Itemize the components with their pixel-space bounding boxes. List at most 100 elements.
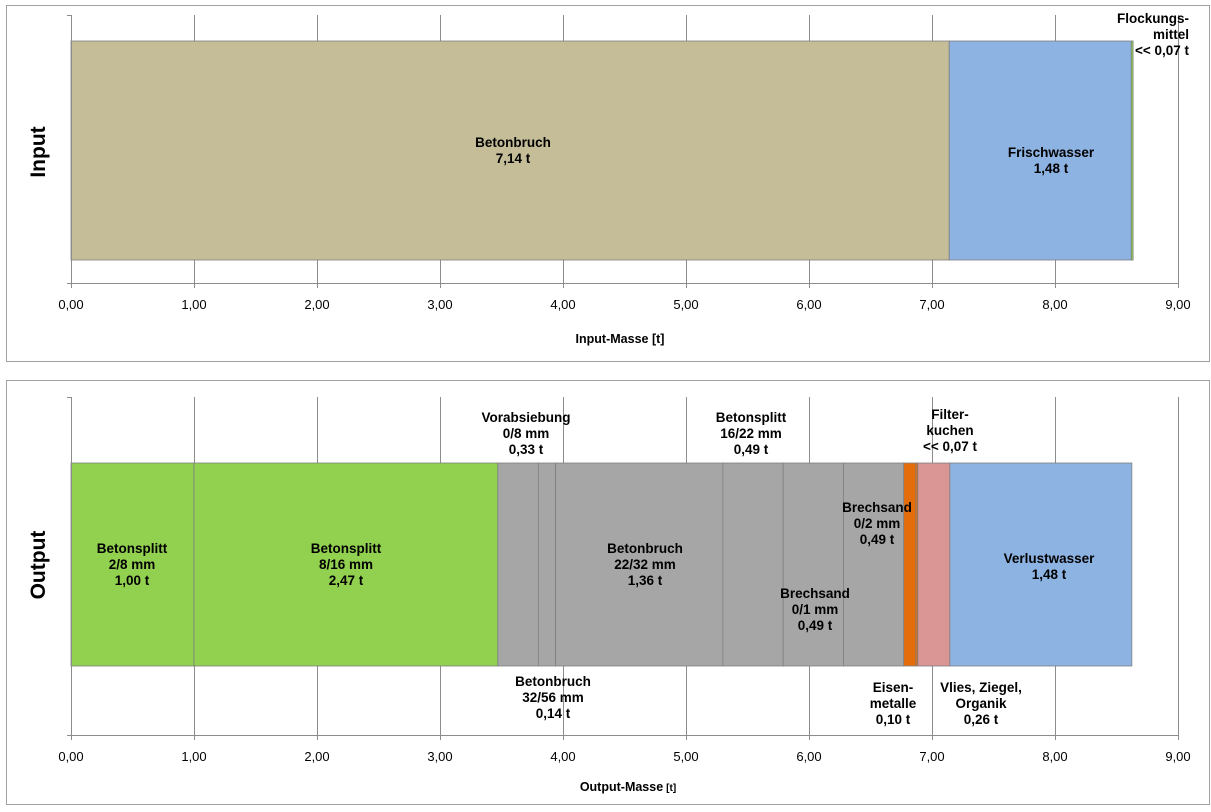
segment-label-line: 0,26 t: [964, 712, 999, 727]
segment-label: Vlies, Ziegel, Organik 0,26 t: [940, 680, 1022, 727]
x-tick-label: 6,00: [796, 749, 821, 764]
input-row-label: Input: [27, 126, 50, 177]
segment-label-line: kuchen: [926, 423, 973, 438]
x-tick-label: 1,00: [181, 749, 206, 764]
segment-label-line: 0/8 mm: [503, 426, 550, 441]
segment-label-line: Organik: [955, 696, 1007, 711]
x-tick-label: 0,00: [58, 297, 83, 312]
bar-segment-betonsplitt-8-16-mm: [193, 462, 499, 667]
segment-label-line: 0/1 mm: [792, 602, 839, 617]
segment-label-line: 1,48 t: [1032, 567, 1067, 582]
segment-label-line: Filter-: [931, 407, 969, 422]
bar-segment-flockungsmittel: [1130, 40, 1134, 261]
segment-label: Flockungs-mittel << 0,07 t: [1117, 11, 1190, 58]
output-xaxis-title: Output-Masse [t]: [580, 780, 676, 794]
segment-label-line: Frischwasser: [1008, 145, 1095, 160]
bar-segment-betonbruch-22-32-mm: [555, 462, 724, 667]
segment-label-line: 8/16 mm: [319, 557, 373, 572]
bar-segment-betonsplitt-2-8-mm: [70, 462, 195, 667]
output-xaxis-title-main: Output-Masse: [580, 780, 663, 794]
input-bars: [70, 40, 1134, 261]
segment-label-line: Betonsplitt: [311, 541, 382, 556]
segment-label-line: 1,00 t: [115, 573, 150, 588]
segment-label-line: 0,33 t: [509, 442, 544, 457]
segment-label-line: Betonbruch: [475, 135, 551, 150]
segment-label-line: << 0,07 t: [1135, 43, 1190, 58]
segment-label-line: Betonbruch: [607, 541, 683, 556]
x-tick-label: 1,00: [181, 297, 206, 312]
x-tick-label: 4,00: [550, 749, 575, 764]
x-tick-label: 2,00: [304, 749, 329, 764]
segment-label-line: 1,48 t: [1034, 161, 1069, 176]
output-row-label: Output: [27, 531, 50, 600]
input-xaxis-title: Input-Masse [t]: [576, 332, 665, 346]
segment-label: Eisen-metalle 0,10 t: [870, 680, 917, 727]
segment-label-line: Betonbruch: [515, 674, 591, 689]
segment-label-line: 0,14 t: [536, 706, 571, 721]
x-tick-label: 9,00: [1165, 297, 1190, 312]
segment-label-line: 0/2 mm: [854, 516, 901, 531]
segment-label: Betonsplitt 8/16 mm 2,47 t: [311, 541, 382, 588]
segment-label-line: 0,49 t: [860, 532, 895, 547]
segment-label-line: Betonsplitt: [716, 410, 787, 425]
segment-label-line: 0,49 t: [734, 442, 769, 457]
x-tick-label: 8,00: [1042, 749, 1067, 764]
segment-label-line: mittel: [1153, 27, 1189, 42]
input-axis: 0,00 1,00 2,00 3,00 4,00 5,00 6,00 7,00 8,00 9,00: [58, 15, 1191, 312]
segment-label: Frischwasser 1,48 t: [1008, 145, 1095, 176]
bar-segment-frischwasser: [948, 40, 1132, 261]
segment-label: Verlustwasser 1,48 t: [1004, 551, 1096, 582]
segment-label-line: << 0,07 t: [923, 439, 978, 454]
segment-label: Brechsand 0/2 mm 0,49 t: [842, 500, 912, 547]
bar-segment-betonsplitt-16-22-mm: [722, 462, 784, 667]
segment-label: Betonbruch 22/32 mm 1,36 t: [607, 541, 683, 588]
output-axis: 0,00 1,00 2,00 3,00 4,00 5,00 6,00 7,00 8,00 9,00: [58, 397, 1191, 764]
x-tick-label: 7,00: [919, 297, 944, 312]
bar-segment-betonbruch-32-56-mm: [538, 462, 557, 667]
segment-label-line: 16/22 mm: [720, 426, 782, 441]
segment-label: Brechsand 0/1 mm 0,49 t: [780, 586, 850, 633]
x-tick-label: 8,00: [1042, 297, 1067, 312]
segment-label: Betonbruch 32/56 mm 0,14 t: [515, 674, 591, 721]
x-tick-label: 5,00: [673, 297, 698, 312]
input-segment-labels: Betonbruch 7,14 t Frischwasser 1,48 t Flocku…: [475, 11, 1189, 176]
segment-label-line: Verlustwasser: [1004, 551, 1096, 566]
segment-label-line: Brechsand: [780, 586, 850, 601]
segment-label-line: 22/32 mm: [614, 557, 676, 572]
segment-label: Betonsplitt 16/22 mm 0,49 t: [716, 410, 787, 457]
segment-label-line: 32/56 mm: [522, 690, 584, 705]
segment-label-line: 0,10 t: [876, 712, 911, 727]
segment-label: Vorabsiebung 0/8 mm 0,33 t: [481, 410, 570, 457]
segment-label-line: 7,14 t: [496, 151, 531, 166]
segment-label-line: Betonsplitt: [97, 541, 168, 556]
segment-label: Betonbruch 7,14 t: [475, 135, 551, 166]
x-tick-label: 9,00: [1165, 749, 1190, 764]
bar-segment-vlies-ziegel-organik: [917, 462, 951, 667]
x-tick-label: 5,00: [673, 749, 698, 764]
bar-segment-verlustwasser: [949, 462, 1133, 667]
segment-label-line: 2,47 t: [329, 573, 364, 588]
x-tick-label: 7,00: [919, 749, 944, 764]
segment-label-line: Brechsand: [842, 500, 912, 515]
segment-label-line: 2/8 mm: [109, 557, 156, 572]
input-chart: Betonbruch 7,14 t Frischwasser 1,48 t Flocku…: [6, 5, 1210, 362]
bar-segment-betonbruch: [70, 40, 950, 261]
output-xaxis-title-unit: [t]: [666, 783, 676, 794]
output-bars: [70, 462, 1133, 667]
x-tick-label: 2,00: [304, 297, 329, 312]
bar-segment-brechsand-0-1-mm: [782, 462, 844, 667]
x-tick-label: 3,00: [427, 749, 452, 764]
bar-segment-brechsand-0-2-mm: [843, 462, 905, 667]
segment-label-line: metalle: [870, 696, 917, 711]
x-tick-label: 6,00: [796, 297, 821, 312]
bar-segment-eisenmetalle: [903, 462, 917, 667]
segment-label-line: Vlies, Ziegel,: [940, 680, 1022, 695]
segment-label: Betonsplitt 2/8 mm 1,00 t: [97, 541, 168, 588]
segment-label: Filter-kuchen << 0,07 t: [923, 407, 978, 454]
x-tick-label: 4,00: [550, 297, 575, 312]
segment-label-line: 0,49 t: [798, 618, 833, 633]
x-tick-label: 3,00: [427, 297, 452, 312]
bar-segment-vorabsiebung-0-8-mm: [497, 462, 539, 667]
